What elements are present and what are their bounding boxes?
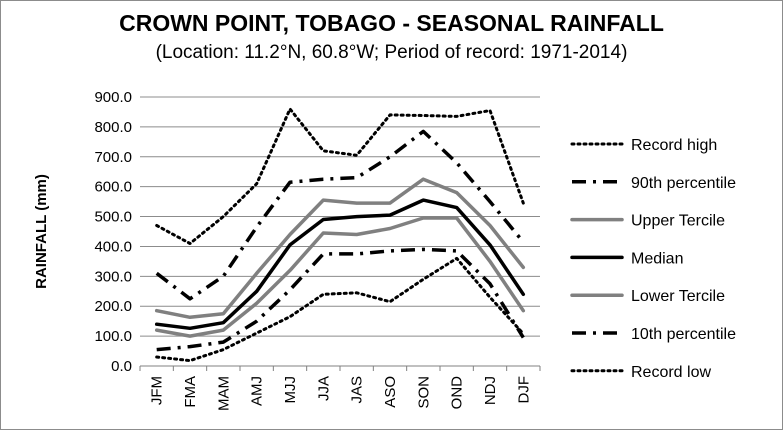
y-tick-label: 600.0 xyxy=(94,179,132,196)
series-line-90th-percentile xyxy=(155,129,525,301)
y-tick-label: 500.0 xyxy=(94,209,132,226)
legend-label: Record high xyxy=(631,137,717,154)
y-tick-label: 200.0 xyxy=(94,298,132,315)
x-tick-label: DJF xyxy=(515,376,532,404)
legend-label: Median xyxy=(631,250,683,267)
chart-subtitle: (Location: 11.2°N, 60.8°W; Period of rec… xyxy=(155,42,628,63)
chart-title: CROWN POINT, TOBAGO - SEASONAL RAINFALL xyxy=(119,10,664,36)
series-lines xyxy=(154,107,526,363)
legend-label: Upper Tercile xyxy=(631,213,725,230)
x-tick-label: MJJ xyxy=(282,376,299,404)
x-tick-label: SON xyxy=(415,376,432,409)
series-line-10th-percentile xyxy=(156,247,525,352)
y-tick-label: 0.0 xyxy=(111,358,132,375)
series-line-record-high xyxy=(155,107,525,245)
y-tick-labels: 0.0 100.0 200.0 300.0 400.0 500.0 600.0 700.0 80… xyxy=(94,89,132,375)
x-tick-label: NDJ xyxy=(482,376,499,405)
y-tick-label: 300.0 xyxy=(94,268,132,285)
y-tick-label: 700.0 xyxy=(94,149,132,166)
x-tick-label: FMA xyxy=(182,376,199,408)
y-tick-label: 100.0 xyxy=(94,328,132,345)
y-tick-label: 900.0 xyxy=(94,89,132,106)
x-tick-label: OND xyxy=(449,376,466,410)
x-tick-label: MAM xyxy=(215,376,232,411)
x-tick-label: ASO xyxy=(382,376,399,408)
legend-label: Record low xyxy=(631,364,711,381)
legend-label: 10th percentile xyxy=(631,326,736,343)
x-tick-label: JFM xyxy=(149,376,166,405)
legend-label: 90th percentile xyxy=(631,175,736,192)
legend: Record high 90th percentile Upper Tercile M… xyxy=(570,137,736,381)
y-tick-label: 400.0 xyxy=(94,238,132,255)
series-line-lower-tercile xyxy=(154,216,526,338)
x-tick-labels: JFM FMA MAM AMJ MJJ JJA JAS ASO SON OND NDJ DJF xyxy=(139,366,541,411)
x-tick-label: JAS xyxy=(349,376,366,404)
y-axis-label: RAINFALL (mm) xyxy=(33,174,50,289)
series-line-upper-tercile xyxy=(154,177,526,320)
series-line-median xyxy=(154,198,526,331)
series-line-record-low xyxy=(155,256,525,363)
x-tick-label: JJA xyxy=(315,376,332,401)
legend-label: Lower Tercile xyxy=(631,288,725,305)
x-tick-label: AMJ xyxy=(249,376,266,406)
y-tick-label: 800.0 xyxy=(94,119,132,136)
